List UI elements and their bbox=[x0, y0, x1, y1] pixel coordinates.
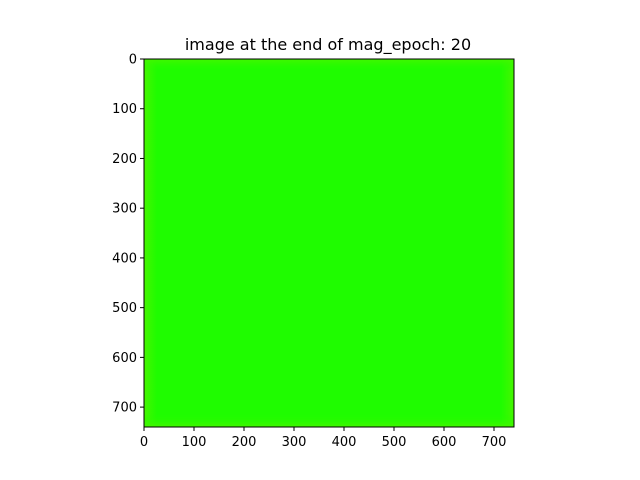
heatmap-image bbox=[144, 59, 514, 427]
image-edge-overlay bbox=[144, 59, 514, 427]
y-tick-label: 0 bbox=[129, 53, 137, 68]
x-tick-label: 200 bbox=[232, 435, 257, 450]
x-tick-label: 0 bbox=[140, 435, 148, 450]
y-axis: 0 100 200 300 400 500 600 700 bbox=[112, 53, 144, 416]
y-tick-label: 700 bbox=[112, 401, 137, 416]
x-axis: 0 100 200 300 400 500 600 700 bbox=[140, 427, 507, 450]
y-tick-label: 600 bbox=[112, 351, 137, 366]
x-tick-label: 700 bbox=[482, 435, 507, 450]
chart-title: image at the end of mag_epoch: 20 bbox=[185, 35, 471, 55]
y-tick-label: 500 bbox=[112, 301, 137, 316]
y-tick-label: 400 bbox=[112, 251, 137, 266]
x-tick-label: 600 bbox=[432, 435, 457, 450]
x-tick-label: 100 bbox=[182, 435, 207, 450]
y-tick-label: 200 bbox=[112, 152, 137, 167]
x-tick-label: 400 bbox=[332, 435, 357, 450]
x-tick-label: 500 bbox=[382, 435, 407, 450]
x-tick-label: 300 bbox=[282, 435, 307, 450]
y-tick-label: 100 bbox=[112, 102, 137, 117]
axes-frame bbox=[143, 58, 515, 428]
y-tick-label: 300 bbox=[112, 202, 137, 217]
